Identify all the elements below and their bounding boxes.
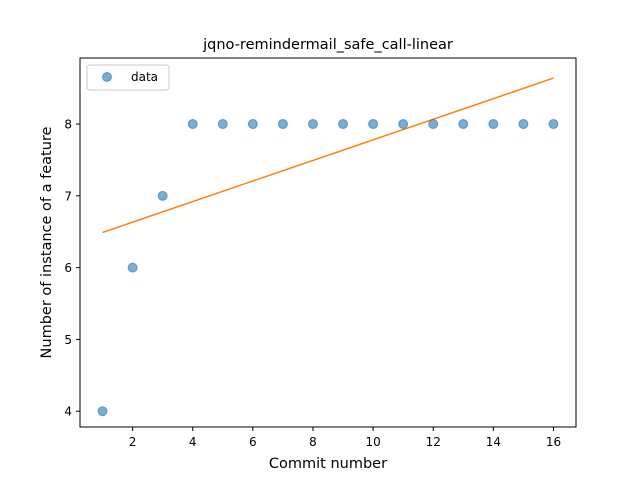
plot-area: [97, 77, 559, 417]
data-point: [548, 119, 559, 130]
axes-frame: [79, 57, 577, 428]
y-tick-label: 6: [64, 261, 72, 275]
x-tick-label: 6: [249, 435, 257, 449]
data-point: [518, 119, 529, 130]
data-point: [187, 119, 198, 130]
y-tick-label: 8: [64, 118, 72, 132]
chart-title: jqno-remindermail_safe_call-linear: [202, 37, 453, 53]
y-tick-label: 7: [64, 189, 72, 203]
x-axis-title: Commit number: [269, 456, 387, 472]
data-point: [458, 119, 469, 130]
data-point: [217, 119, 228, 130]
y-axis: 4 5 6 7 8: [64, 118, 80, 419]
y-tick-label: 4: [64, 405, 72, 419]
x-axis: 2 4 6 8 10 12 14 16: [129, 427, 561, 449]
y-tick-label: 5: [64, 333, 72, 347]
y-axis-title: Number of instance of a feature: [39, 126, 55, 358]
data-point: [157, 190, 168, 201]
data-point: [127, 262, 138, 273]
data-point: [488, 119, 499, 130]
data-point: [338, 119, 349, 130]
fit-line: [102, 77, 554, 234]
legend-marker-data: [102, 72, 112, 82]
data-point: [368, 119, 379, 130]
x-tick-label: 12: [426, 435, 441, 449]
x-tick-label: 4: [189, 435, 197, 449]
legend-label-data: data: [131, 70, 158, 84]
x-tick-label: 10: [365, 435, 380, 449]
data-point: [97, 406, 108, 417]
x-tick-label: 8: [309, 435, 317, 449]
data-point: [247, 119, 258, 130]
x-tick-label: 2: [129, 435, 137, 449]
legend: data: [86, 64, 170, 91]
x-tick-label: 14: [486, 435, 501, 449]
data-point: [398, 119, 409, 130]
data-point: [307, 119, 318, 130]
x-tick-label: 16: [546, 435, 561, 449]
legend-box: [86, 64, 170, 91]
data-point: [428, 119, 439, 130]
data-point: [277, 119, 288, 130]
